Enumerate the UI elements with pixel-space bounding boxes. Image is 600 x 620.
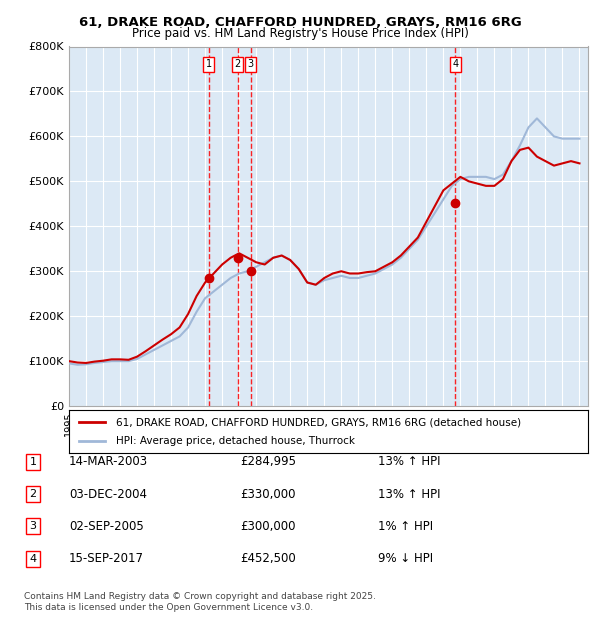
Text: £284,995: £284,995: [240, 456, 296, 468]
Text: HPI: Average price, detached house, Thurrock: HPI: Average price, detached house, Thur…: [116, 436, 355, 446]
Text: 2: 2: [235, 60, 241, 69]
Text: £330,000: £330,000: [240, 488, 296, 500]
Text: This data is licensed under the Open Government Licence v3.0.: This data is licensed under the Open Gov…: [24, 603, 313, 612]
Text: Contains HM Land Registry data © Crown copyright and database right 2025.: Contains HM Land Registry data © Crown c…: [24, 592, 376, 601]
Text: 1% ↑ HPI: 1% ↑ HPI: [378, 520, 433, 533]
Text: 61, DRAKE ROAD, CHAFFORD HUNDRED, GRAYS, RM16 6RG: 61, DRAKE ROAD, CHAFFORD HUNDRED, GRAYS,…: [79, 16, 521, 29]
Text: 61, DRAKE ROAD, CHAFFORD HUNDRED, GRAYS, RM16 6RG (detached house): 61, DRAKE ROAD, CHAFFORD HUNDRED, GRAYS,…: [116, 417, 521, 427]
Text: 15-SEP-2017: 15-SEP-2017: [69, 552, 144, 565]
Text: 13% ↑ HPI: 13% ↑ HPI: [378, 456, 440, 468]
Text: 3: 3: [29, 521, 37, 531]
Text: 03-DEC-2004: 03-DEC-2004: [69, 488, 147, 500]
Text: £300,000: £300,000: [240, 520, 296, 533]
Text: 13% ↑ HPI: 13% ↑ HPI: [378, 488, 440, 500]
Text: 2: 2: [29, 489, 37, 499]
Text: Price paid vs. HM Land Registry's House Price Index (HPI): Price paid vs. HM Land Registry's House …: [131, 27, 469, 40]
Text: 14-MAR-2003: 14-MAR-2003: [69, 456, 148, 468]
Text: 4: 4: [452, 60, 458, 69]
Text: 4: 4: [29, 554, 37, 564]
Text: 9% ↓ HPI: 9% ↓ HPI: [378, 552, 433, 565]
Text: 1: 1: [29, 457, 37, 467]
Text: £452,500: £452,500: [240, 552, 296, 565]
Text: 02-SEP-2005: 02-SEP-2005: [69, 520, 144, 533]
Text: 3: 3: [248, 60, 254, 69]
Text: 1: 1: [205, 60, 212, 69]
